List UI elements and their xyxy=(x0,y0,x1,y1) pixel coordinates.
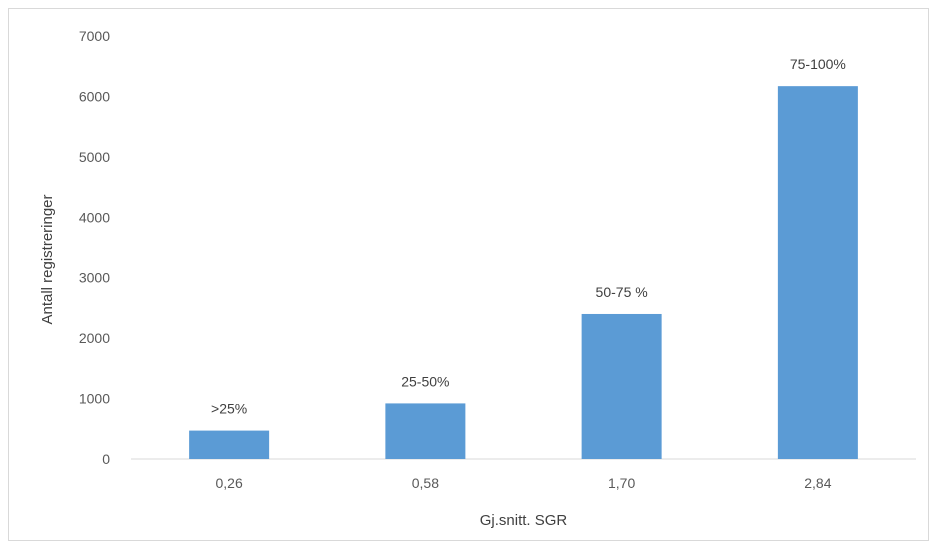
x-tick-label: 1,70 xyxy=(608,475,635,491)
y-tick-label: 7000 xyxy=(79,28,110,44)
data-labels: >25% 25-50% 50-75 % 75-100% xyxy=(211,56,846,416)
x-axis-title: Gj.snitt. SGR xyxy=(480,512,568,529)
bar xyxy=(777,86,858,460)
bar-data-label: >25% xyxy=(211,401,247,417)
bar xyxy=(385,403,466,459)
bars xyxy=(189,86,858,460)
y-tick-label: 5000 xyxy=(79,149,110,165)
y-tick-label: 6000 xyxy=(79,88,110,104)
x-tick-label: 2,84 xyxy=(804,475,831,491)
y-tick-label: 0 xyxy=(102,451,110,467)
y-tick-label: 2000 xyxy=(79,330,110,346)
bar-data-label: 25-50% xyxy=(401,373,449,389)
bar-data-label: 50-75 % xyxy=(596,284,648,300)
bar-data-label: 75-100% xyxy=(790,56,846,72)
y-tick-label: 3000 xyxy=(79,270,110,286)
x-tick-label: 0,58 xyxy=(412,475,439,491)
y-axis-title: Antall registreringer xyxy=(39,194,56,324)
y-tick-label: 4000 xyxy=(79,209,110,225)
y-tick-label: 1000 xyxy=(79,391,110,407)
x-axis-ticks: 0,26 0,58 1,70 2,84 xyxy=(216,475,832,491)
x-tick-label: 0,26 xyxy=(216,475,243,491)
y-axis-ticks: 0 1000 2000 3000 4000 5000 6000 7000 xyxy=(79,28,110,467)
bar xyxy=(581,313,662,459)
bar xyxy=(189,430,270,459)
chart-frame xyxy=(8,8,929,541)
